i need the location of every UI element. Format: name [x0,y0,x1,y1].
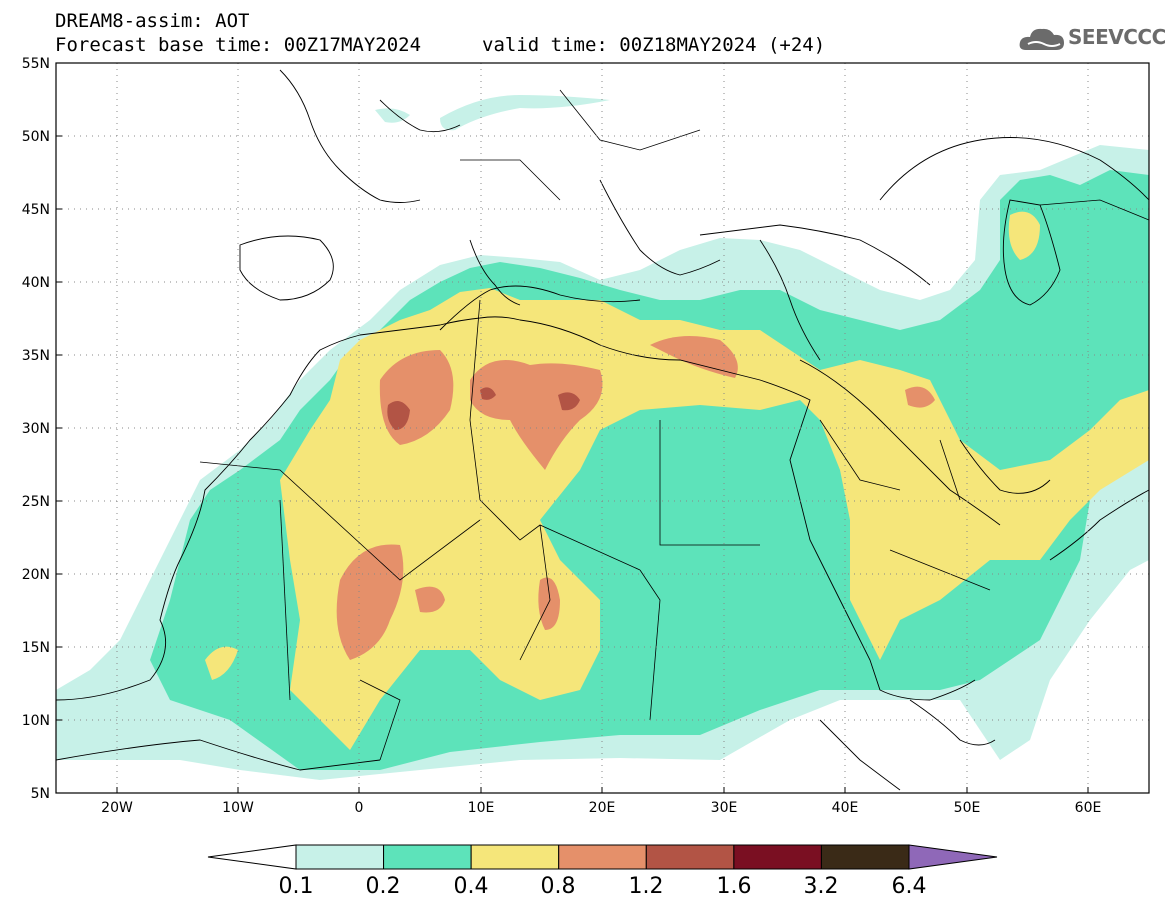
colorbar-swatch [820,844,910,870]
lat-label: 35N [22,348,50,364]
aot-field [56,95,1149,780]
colorbar-label: 0.1 [279,874,314,899]
colorbar-swatch [733,844,822,870]
lat-label: 15N [22,640,50,656]
colorbar-arrow-left [207,844,297,870]
colorbar-label: 0.8 [541,874,576,899]
aot-band-0.1-north2 [375,108,410,123]
lon-label: 10W [222,800,254,816]
lon-labels: 20W 10W 0 10E 20E 30E 40E 50E 60E [101,800,1101,816]
lon-label: 40E [832,800,859,816]
aot-band-0.4-caspian [1008,211,1040,260]
aot-band-0.8-g [905,386,935,408]
aot-band-1.2-b [558,392,580,411]
lon-label: 60E [1075,800,1102,816]
lat-label: 55N [22,56,50,72]
aot-band-0.8-d [538,577,560,630]
aot-band-0.8-c [336,544,404,660]
colorbar-arrow-right [908,844,998,870]
colorbar-swatch [383,844,472,870]
valid-time: valid time: 00Z18MAY2024 (+24) [482,34,826,56]
colorbar-label: 6.4 [892,874,927,899]
colorbar-swatch [645,844,735,870]
map-title: DREAM8-assim: AOT [55,10,250,32]
lat-label: 20N [22,567,50,583]
colorbar-label: 0.2 [366,874,401,899]
lat-lon-grid [56,63,1149,793]
lat-label: 45N [22,202,50,218]
lat-label: 40N [22,275,50,291]
logo-text: SEEVCCC [1068,25,1165,49]
lat-label: 50N [22,129,50,145]
lon-label: 0 [355,800,364,816]
aot-band-0.8-e [650,336,738,378]
cloud-logo-icon [1019,28,1064,50]
lon-label: 30E [711,800,738,816]
colorbar-swatch [470,844,560,870]
lon-label: 20E [589,800,616,816]
forecast-base-time: Forecast base time: 00Z17MAY2024 [55,34,422,56]
lon-label: 50E [954,800,981,816]
lat-labels: 55N 50N 45N 40N 35N 30N 25N 20N 15N 10N … [22,56,50,802]
aot-band-0.1-north [440,95,610,131]
colorbar: 0.1 0.2 0.4 0.8 1.2 1.6 3.2 6.4 [207,844,998,899]
aot-band-1.2-c [480,387,496,400]
aot-band-1.2-a [387,401,410,430]
borders [199,89,1149,761]
coastlines [56,69,1149,791]
colorbar-swatch [295,844,385,870]
lon-label: 10E [468,800,495,816]
aot-band-0.8-b [470,360,603,470]
lat-label: 10N [22,713,50,729]
colorbar-label: 1.6 [717,874,752,899]
lat-label: 5N [31,786,50,802]
axis-ticks [56,135,1089,793]
colorbar-label: 1.2 [629,874,664,899]
colorbar-label: 3.2 [804,874,839,899]
lat-label: 30N [22,421,50,437]
aot-band-0.8-f [415,586,445,613]
colorbar-swatch [558,844,647,870]
aot-band-0.4-west [205,646,238,680]
lat-label: 25N [22,494,50,510]
colorbar-label: 0.4 [454,874,489,899]
lon-label: 20W [101,800,133,816]
